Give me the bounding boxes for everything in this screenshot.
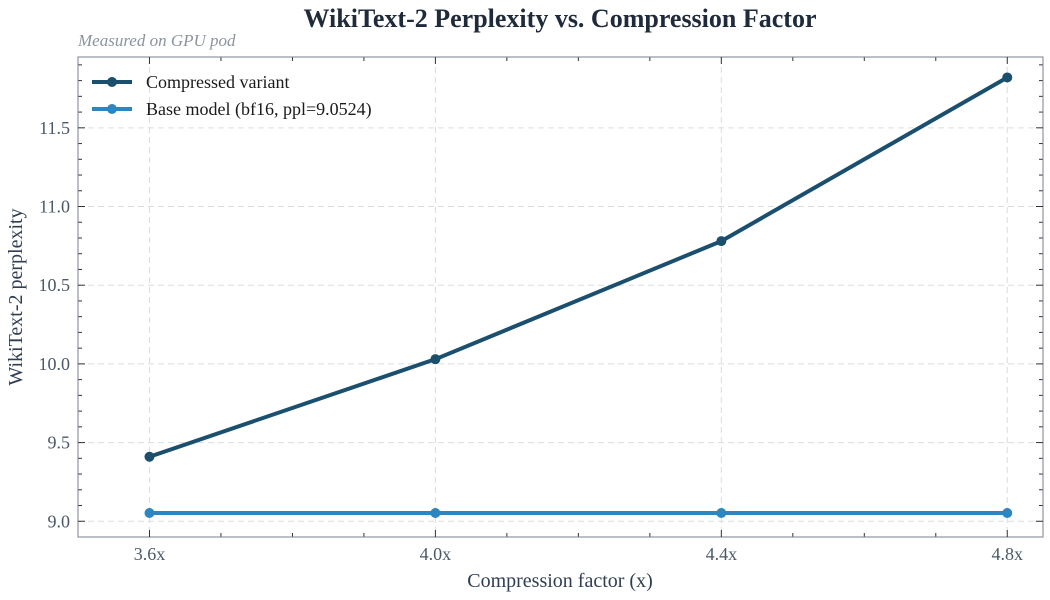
legend-label-compressed-variant: Compressed variant (146, 72, 289, 92)
data-point-compressed-variant (144, 451, 155, 462)
data-point-base-model (1002, 508, 1013, 519)
legend-label-base-model: Base model (bf16, ppl=9.0524) (146, 99, 372, 120)
legend: Compressed variant Base model (bf16, ppl… (92, 72, 372, 120)
data-point-compressed-variant (716, 236, 727, 247)
y-axis-ticks: 9.0 9.5 10.0 10.5 11.0 11.5 (39, 118, 1043, 531)
chart-title: WikiText-2 Perplexity vs. Compression Fa… (304, 4, 817, 33)
x-tick-label: 3.6x (134, 544, 166, 564)
y-tick-label: 11.0 (39, 197, 70, 217)
y-tick-label: 11.5 (39, 118, 70, 138)
legend-marker-compressed-variant (107, 77, 117, 87)
y-tick-label: 9.5 (48, 433, 71, 453)
data-point-base-model (716, 508, 727, 519)
series-lines (144, 72, 1013, 519)
data-point-compressed-variant (1002, 72, 1013, 83)
data-point-compressed-variant (430, 354, 441, 365)
y-tick-label: 9.0 (48, 511, 71, 531)
plot-area-frame (77, 56, 1044, 538)
x-tick-label: 4.0x (420, 544, 452, 564)
chart-subtitle: Measured on GPU pod (77, 31, 236, 50)
x-tick-label: 4.4x (706, 544, 738, 564)
legend-marker-base-model (107, 104, 117, 114)
y-tick-label: 10.0 (39, 354, 71, 374)
data-point-base-model (144, 508, 155, 519)
y-axis-label: WikiText-2 perplexity (5, 208, 27, 385)
series-line-compressed-variant (148, 75, 1009, 459)
y-tick-label: 10.5 (39, 275, 71, 295)
data-point-base-model (430, 508, 441, 519)
x-axis-ticks: 3.6x 4.0x 4.4x 4.8x (134, 57, 1023, 564)
minor-ticks (77, 57, 1043, 538)
x-tick-label: 4.8x (992, 544, 1024, 564)
x-axis-label: Compression factor (x) (467, 570, 653, 592)
grid (78, 57, 1043, 537)
